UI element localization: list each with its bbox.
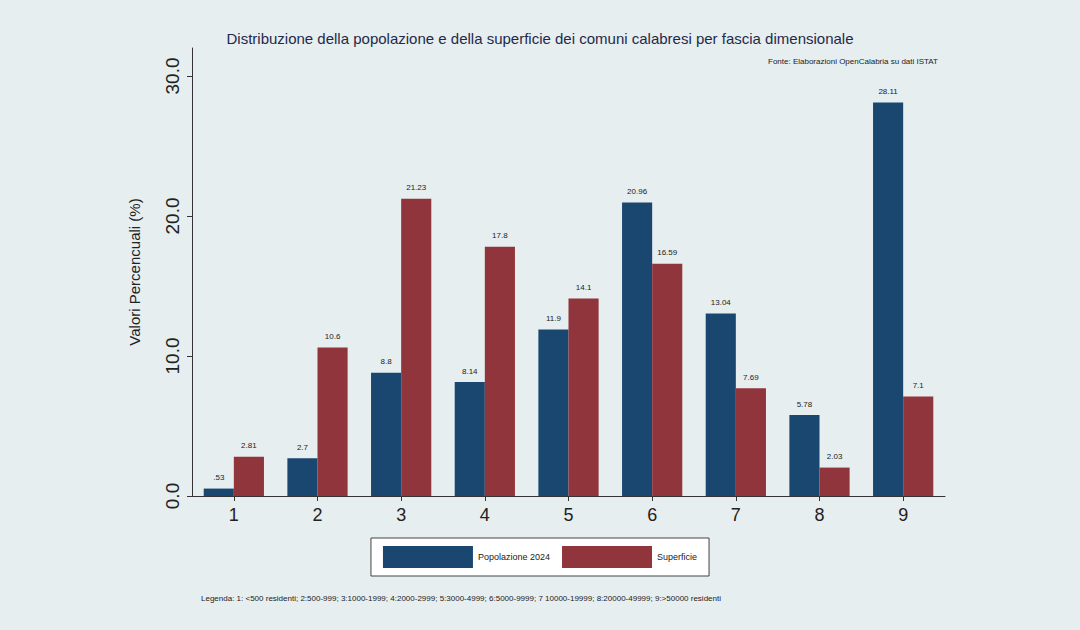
- svg-text:30.0: 30.0: [162, 58, 183, 95]
- svg-text:9: 9: [898, 505, 908, 525]
- svg-text:8.14: 8.14: [462, 367, 478, 376]
- svg-text:Superficie: Superficie: [657, 552, 697, 562]
- svg-text:5.78: 5.78: [797, 400, 813, 409]
- svg-text:14.1: 14.1: [576, 283, 592, 292]
- svg-text:11.9: 11.9: [546, 314, 562, 323]
- svg-text:4: 4: [480, 505, 490, 525]
- svg-text:2: 2: [312, 505, 322, 525]
- svg-text:17.8: 17.8: [492, 231, 508, 240]
- svg-text:Fonte: Elaborazioni OpenCalabr: Fonte: Elaborazioni OpenCalabria su dati…: [768, 57, 938, 66]
- svg-text:.53: .53: [213, 473, 225, 482]
- svg-text:13.04: 13.04: [711, 298, 732, 307]
- svg-text:7.69: 7.69: [743, 373, 759, 382]
- svg-text:8: 8: [814, 505, 824, 525]
- svg-text:20.0: 20.0: [162, 198, 183, 235]
- svg-text:3: 3: [396, 505, 406, 525]
- svg-text:8.8: 8.8: [381, 357, 393, 366]
- svg-text:2.81: 2.81: [241, 441, 257, 450]
- svg-text:7.1: 7.1: [913, 381, 925, 390]
- svg-text:Valori Percencuali (%): Valori Percencuali (%): [126, 198, 143, 345]
- svg-text:2.7: 2.7: [297, 443, 309, 452]
- svg-text:10.0: 10.0: [162, 338, 183, 375]
- svg-text:Legenda: 1: <500 residenti; 2:: Legenda: 1: <500 residenti; 2:500-999; 3…: [201, 594, 721, 603]
- svg-text:20.96: 20.96: [627, 187, 648, 196]
- svg-text:Distribuzione della popolazion: Distribuzione della popolazione e della …: [226, 30, 853, 47]
- svg-text:7: 7: [731, 505, 741, 525]
- svg-text:0.0: 0.0: [162, 483, 183, 509]
- svg-text:16.59: 16.59: [657, 248, 678, 257]
- svg-text:2.03: 2.03: [827, 452, 843, 461]
- svg-text:6: 6: [647, 505, 657, 525]
- svg-text:5: 5: [563, 505, 573, 525]
- svg-text:21.23: 21.23: [406, 183, 427, 192]
- svg-text:10.6: 10.6: [325, 332, 341, 341]
- svg-text:1: 1: [229, 505, 239, 525]
- svg-text:28.11: 28.11: [878, 87, 898, 96]
- svg-text:Popolazione 2024: Popolazione 2024: [478, 552, 550, 562]
